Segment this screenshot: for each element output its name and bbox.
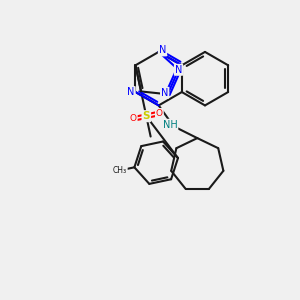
Text: O: O xyxy=(156,109,163,118)
Text: N: N xyxy=(159,45,166,56)
Text: N: N xyxy=(161,88,168,98)
Text: CH₃: CH₃ xyxy=(113,166,127,175)
Text: N: N xyxy=(175,65,182,75)
Text: N: N xyxy=(127,87,135,97)
Text: O: O xyxy=(130,114,137,123)
Text: S: S xyxy=(142,111,150,121)
Text: NH: NH xyxy=(163,120,177,130)
